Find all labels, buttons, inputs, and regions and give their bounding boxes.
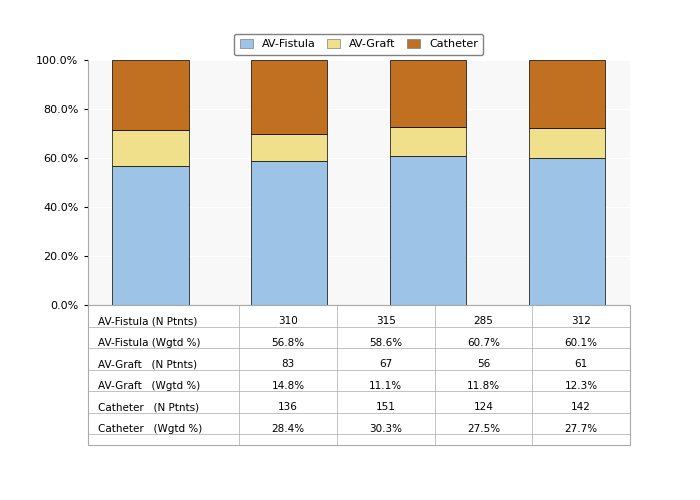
- Text: Catheter   (Wgtd %): Catheter (Wgtd %): [98, 424, 202, 434]
- Text: 56.8%: 56.8%: [272, 338, 304, 347]
- Bar: [251, 134, 328, 162]
- Bar: [529, 60, 606, 128]
- Text: 14.8%: 14.8%: [272, 381, 304, 391]
- Text: 60.1%: 60.1%: [565, 338, 598, 347]
- Text: 285: 285: [474, 316, 494, 326]
- Bar: [390, 128, 466, 156]
- Text: 27.7%: 27.7%: [565, 424, 598, 434]
- Text: 11.8%: 11.8%: [467, 381, 500, 391]
- Text: 58.6%: 58.6%: [370, 338, 402, 347]
- Legend: AV-Fistula, AV-Graft, Catheter: AV-Fistula, AV-Graft, Catheter: [234, 34, 484, 55]
- Bar: [529, 158, 606, 305]
- Text: AV-Graft   (N Ptnts): AV-Graft (N Ptnts): [98, 359, 197, 369]
- Text: 315: 315: [376, 316, 396, 326]
- Bar: [251, 162, 328, 305]
- Bar: [390, 60, 466, 128]
- Text: 142: 142: [571, 402, 591, 412]
- Text: 312: 312: [571, 316, 591, 326]
- Bar: [529, 128, 606, 158]
- Text: 27.5%: 27.5%: [467, 424, 500, 434]
- Text: 136: 136: [279, 402, 298, 412]
- Text: 60.7%: 60.7%: [467, 338, 500, 347]
- Text: 67: 67: [379, 359, 393, 369]
- Bar: [390, 156, 466, 305]
- Text: 30.3%: 30.3%: [370, 424, 402, 434]
- Text: AV-Fistula (Wgtd %): AV-Fistula (Wgtd %): [98, 338, 201, 347]
- Text: 83: 83: [281, 359, 295, 369]
- Text: 12.3%: 12.3%: [565, 381, 598, 391]
- Text: 11.1%: 11.1%: [370, 381, 402, 391]
- Text: 151: 151: [376, 402, 396, 412]
- Text: Catheter   (N Ptnts): Catheter (N Ptnts): [98, 402, 200, 412]
- Text: 56: 56: [477, 359, 490, 369]
- FancyBboxPatch shape: [88, 305, 630, 445]
- Bar: [251, 60, 328, 134]
- Bar: [112, 166, 188, 305]
- Text: 124: 124: [474, 402, 494, 412]
- Bar: [112, 130, 188, 166]
- Bar: [112, 60, 188, 130]
- Text: AV-Fistula (N Ptnts): AV-Fistula (N Ptnts): [98, 316, 197, 326]
- Text: AV-Graft   (Wgtd %): AV-Graft (Wgtd %): [98, 381, 201, 391]
- Text: 310: 310: [279, 316, 298, 326]
- Text: 28.4%: 28.4%: [272, 424, 304, 434]
- Text: 61: 61: [575, 359, 588, 369]
